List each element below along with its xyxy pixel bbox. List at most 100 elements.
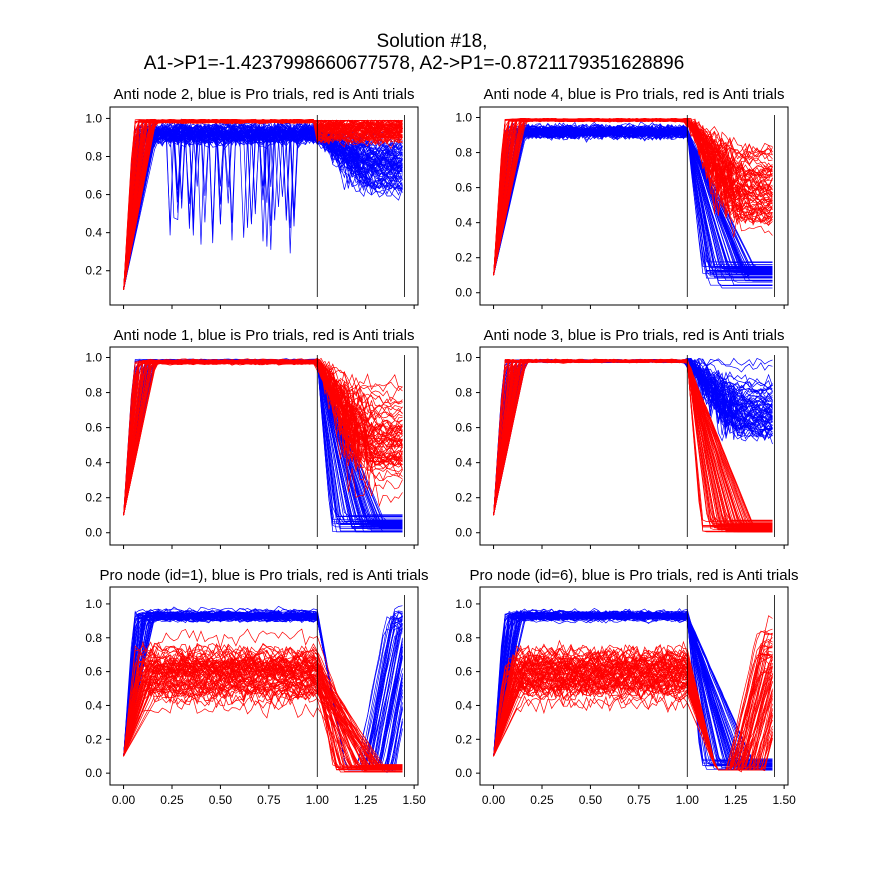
pro-trial-trace <box>123 124 403 290</box>
anti-trial-trace <box>123 658 403 769</box>
y-tick-label: 0.6 <box>455 181 472 195</box>
x-tick-label: 1.25 <box>354 793 378 807</box>
subplot-title: Anti node 3, blue is Pro trials, red is … <box>484 327 785 344</box>
y-tick-label: 0.8 <box>85 631 102 645</box>
anti-trial-trace <box>123 651 403 768</box>
y-tick-label: 0.4 <box>85 226 102 240</box>
x-tick-label: 0.00 <box>112 793 136 807</box>
pro-trial-trace <box>493 615 773 767</box>
anti-trial-trace <box>493 360 773 533</box>
y-tick-label: 1.0 <box>455 351 472 365</box>
subplot-4: Anti node 3, blue is Pro trials, red is … <box>455 327 789 549</box>
subplot-6: Pro node (id=6), blue is Pro trials, red… <box>455 567 798 807</box>
trace-group <box>493 117 773 289</box>
y-tick-label: 0.0 <box>455 526 472 540</box>
anti-trial-trace <box>123 645 403 767</box>
pro-trial-trace <box>123 124 403 290</box>
figure-title-line1: Solution #18, <box>377 31 488 52</box>
subplot-3: Anti node 1, blue is Pro trials, red is … <box>85 327 419 549</box>
pro-trial-trace <box>493 125 773 276</box>
y-tick-label: 1.0 <box>455 111 472 125</box>
pro-trial-trace <box>123 119 403 290</box>
y-tick-label: 0.2 <box>85 264 102 278</box>
anti-trial-trace <box>123 657 403 769</box>
pro-trial-trace <box>493 130 773 283</box>
anti-trial-trace <box>123 641 403 770</box>
anti-trial-trace <box>123 685 403 769</box>
y-tick-label: 0.8 <box>455 146 472 160</box>
pro-trial-trace <box>493 122 773 278</box>
y-tick-label: 0.4 <box>455 698 472 712</box>
x-tick-label: 0.25 <box>530 793 554 807</box>
anti-trial-trace <box>123 670 403 768</box>
anti-trial-trace <box>123 682 403 770</box>
pro-trial-trace <box>123 127 403 290</box>
pro-trial-trace <box>123 121 403 290</box>
anti-trial-trace <box>123 669 403 771</box>
anti-trial-trace <box>123 681 403 772</box>
y-tick-label: 1.0 <box>85 111 102 125</box>
axes-frame <box>109 586 419 786</box>
x-tick-label: 1.25 <box>724 793 748 807</box>
x-tick-label: 0.50 <box>579 793 603 807</box>
pro-trial-trace <box>493 124 773 276</box>
trace-group <box>493 357 773 533</box>
trace-group <box>123 357 403 533</box>
y-tick-label: 0.4 <box>455 456 472 470</box>
anti-trial-trace <box>493 654 773 771</box>
axes-frame <box>479 106 789 306</box>
y-tick-label: 0.6 <box>85 665 102 679</box>
x-tick-label: 0.75 <box>627 793 651 807</box>
subplot-title: Pro node (id=1), blue is Pro trials, red… <box>100 567 429 584</box>
anti-trial-trace <box>493 359 773 533</box>
anti-trial-trace <box>123 657 403 767</box>
anti-trial-trace <box>123 696 403 770</box>
axes-frame <box>109 106 419 306</box>
pro-trial-trace <box>123 129 403 290</box>
figure-title-line2: A1->P1=-1.4237998660677578, A2->P1=-0.87… <box>144 53 685 74</box>
y-tick-label: 0.2 <box>455 251 472 265</box>
subplot-2: Anti node 4, blue is Pro trials, red is … <box>455 86 789 309</box>
y-tick-label: 0.0 <box>85 766 102 780</box>
subplot-title: Anti node 2, blue is Pro trials, red is … <box>114 86 415 103</box>
x-tick-label: 0.50 <box>209 793 233 807</box>
pro-trial-trace <box>123 129 403 290</box>
x-tick-label: 1.50 <box>772 793 796 807</box>
y-tick-label: 0.6 <box>85 421 102 435</box>
anti-trial-trace <box>123 661 403 769</box>
anti-trial-trace <box>123 674 403 770</box>
y-tick-label: 0.2 <box>455 491 472 505</box>
axes-frame <box>479 346 789 546</box>
pro-trial-trace <box>123 118 403 290</box>
y-tick-label: 1.0 <box>85 597 102 611</box>
x-tick-label: 0.75 <box>257 793 281 807</box>
anti-trial-trace <box>123 359 403 516</box>
y-tick-label: 0.8 <box>85 150 102 164</box>
axes-frame <box>479 586 789 786</box>
trace-group <box>123 605 403 774</box>
anti-trial-trace <box>123 682 403 769</box>
pro-trial-trace <box>493 127 773 276</box>
anti-trial-trace <box>123 660 403 770</box>
x-tick-label: 0.25 <box>160 793 184 807</box>
subplot-title: Anti node 4, blue is Pro trials, red is … <box>484 86 785 103</box>
anti-trial-trace <box>123 119 403 290</box>
subplot-title: Pro node (id=6), blue is Pro trials, red… <box>470 567 799 584</box>
subplot-title: Anti node 1, blue is Pro trials, red is … <box>114 327 415 344</box>
anti-trial-trace <box>123 673 403 768</box>
pro-trial-trace <box>493 610 773 764</box>
y-tick-label: 0.2 <box>85 732 102 746</box>
anti-trial-trace <box>123 121 403 290</box>
pro-trial-trace <box>493 127 773 279</box>
y-tick-label: 0.6 <box>455 421 472 435</box>
y-tick-label: 0.4 <box>85 456 102 470</box>
subplot-5: Pro node (id=1), blue is Pro trials, red… <box>85 567 428 807</box>
x-tick-label: 1.00 <box>676 793 700 807</box>
y-tick-label: 1.0 <box>455 597 472 611</box>
y-tick-label: 0.2 <box>455 732 472 746</box>
subplot-1: Anti node 2, blue is Pro trials, red is … <box>85 86 419 309</box>
y-tick-label: 0.6 <box>85 188 102 202</box>
y-tick-label: 0.8 <box>455 631 472 645</box>
anti-trial-trace <box>493 119 773 276</box>
